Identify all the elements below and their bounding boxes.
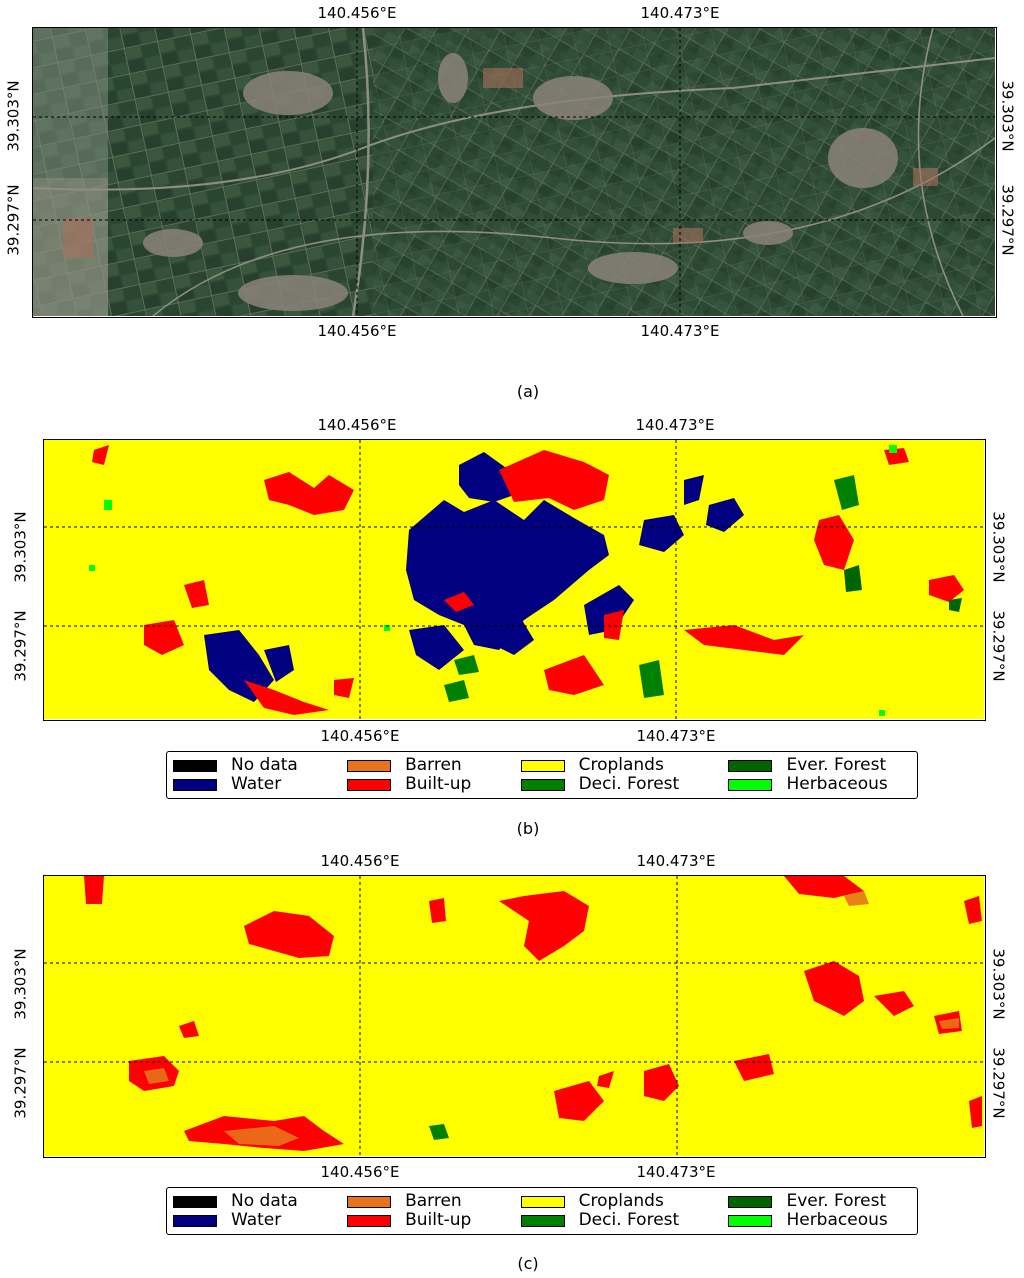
legend-item: Water (173, 775, 319, 794)
lon-tick-top-c-2: 140.473°E (636, 852, 716, 870)
swatch-no-data (173, 759, 217, 772)
panel-b-land-cover-map (43, 439, 986, 721)
lon-tick-bottom-c-2: 140.473°E (636, 1163, 716, 1181)
legend-b: No data Barren Croplands Ever. Forest Wa… (166, 751, 918, 799)
lon-tick-top-a-2: 140.473°E (640, 4, 720, 22)
legend-item: Herbaceous (728, 1211, 909, 1230)
caption-a: (a) (516, 382, 540, 401)
legend-label: Croplands (578, 1191, 664, 1211)
legend-item: Croplands (520, 755, 701, 775)
swatch-barren (347, 1195, 392, 1208)
legend-label: Barren (405, 1191, 462, 1211)
legend-label: Built-up (405, 774, 472, 794)
panel-c-land-cover-map (43, 875, 986, 1158)
legend-item: Croplands (520, 1191, 701, 1211)
lat-tick-right-b-1: 39.303°N (989, 511, 1008, 583)
lon-tick-bottom-b-2: 140.473°E (636, 727, 716, 745)
legend-item: Barren (347, 756, 493, 775)
swatch-water (173, 778, 217, 791)
lat-tick-right-c-1: 39.303°N (989, 948, 1008, 1020)
legend-item: Water (173, 1211, 319, 1230)
legend-item: Built-up (347, 775, 493, 794)
legend-label: Deci. Forest (578, 774, 680, 794)
lat-tick-right-b-2: 39.297°N (989, 610, 1008, 682)
lat-tick-left-c-2: 39.297°N (11, 1047, 30, 1119)
swatch-deci-forest (520, 1214, 565, 1227)
legend-label: Water (231, 1210, 282, 1230)
swatch-ever-forest (728, 759, 773, 772)
legend-item: Ever. Forest (728, 1192, 909, 1211)
lon-tick-bottom-c-1: 140.456°E (320, 1163, 400, 1181)
lat-tick-right-a-2: 39.297°N (998, 184, 1017, 256)
swatch-built-up (347, 1214, 392, 1227)
lat-tick-left-b-1: 39.303°N (11, 511, 30, 583)
legend-label: Barren (405, 755, 462, 775)
legend-label: Ever. Forest (786, 755, 887, 775)
lat-tick-right-c-2: 39.297°N (989, 1047, 1008, 1119)
legend-item: Barren (347, 1192, 493, 1211)
lat-tick-left-c-1: 39.303°N (11, 948, 30, 1020)
lon-tick-top-b-2: 140.473°E (635, 416, 715, 434)
lat-tick-right-a-1: 39.303°N (998, 80, 1017, 152)
lat-tick-left-a-1: 39.303°N (4, 80, 23, 152)
land-cover-map-c (44, 876, 984, 1156)
caption-c: (c) (517, 1254, 539, 1273)
legend-item: Deci. Forest (520, 1210, 701, 1230)
lon-tick-bottom-b-1: 140.456°E (320, 727, 400, 745)
legend-label: Herbaceous (786, 1210, 888, 1230)
legend-label: Deci. Forest (578, 1210, 680, 1230)
lon-tick-top-c-1: 140.456°E (320, 852, 400, 870)
legend-item: Deci. Forest (520, 774, 701, 794)
swatch-croplands (520, 759, 565, 772)
legend-item: Built-up (347, 1211, 493, 1230)
satellite-image (33, 28, 995, 316)
legend-item: Herbaceous (728, 775, 909, 794)
legend-label: Ever. Forest (786, 1191, 887, 1211)
caption-b: (b) (516, 819, 540, 838)
lat-tick-left-a-2: 39.297°N (4, 184, 23, 256)
legend-label: Croplands (578, 755, 664, 775)
swatch-croplands (520, 1195, 565, 1208)
swatch-deci-forest (520, 778, 565, 791)
legend-item: No data (173, 1192, 319, 1211)
lon-tick-top-b-1: 140.456°E (317, 416, 397, 434)
lat-tick-left-b-2: 39.297°N (11, 610, 30, 682)
panel-a-satellite-image (32, 27, 997, 318)
swatch-water (173, 1214, 217, 1227)
legend-label: Water (231, 774, 282, 794)
legend-label: Herbaceous (786, 774, 888, 794)
lon-tick-bottom-a-2: 140.473°E (640, 322, 720, 340)
legend-label: No data (231, 755, 298, 775)
swatch-herbaceous (728, 1214, 773, 1227)
legend-label: Built-up (405, 1210, 472, 1230)
swatch-herbaceous (728, 778, 773, 791)
swatch-built-up (347, 778, 392, 791)
land-cover-map-b (44, 440, 984, 719)
legend-item: Ever. Forest (728, 756, 909, 775)
swatch-no-data (173, 1195, 217, 1208)
legend-item: No data (173, 756, 319, 775)
legend-c: No data Barren Croplands Ever. Forest Wa… (166, 1187, 918, 1235)
legend-label: No data (231, 1191, 298, 1211)
lon-tick-top-a-1: 140.456°E (317, 4, 397, 22)
lon-tick-bottom-a-1: 140.456°E (317, 322, 397, 340)
swatch-barren (347, 759, 392, 772)
swatch-ever-forest (728, 1195, 773, 1208)
